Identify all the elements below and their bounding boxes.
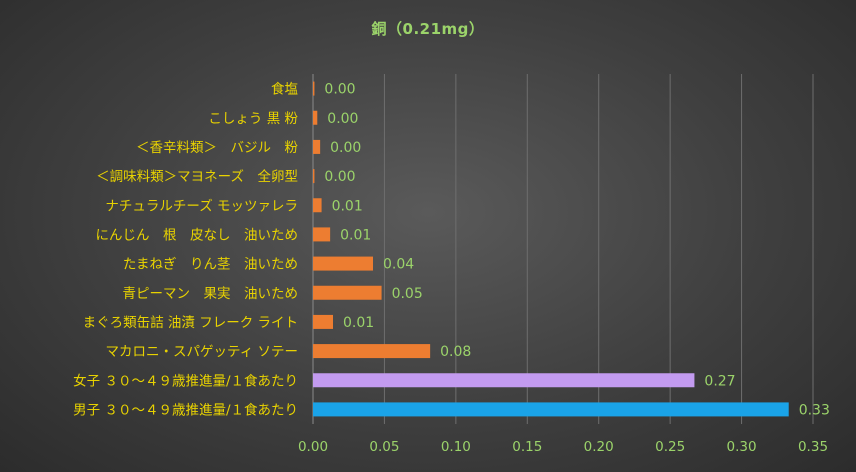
category-label: マカロニ・スパゲッティ ソテー	[106, 344, 298, 360]
category-label: 青ピーマン 果実 油いため	[123, 286, 299, 302]
x-tick-label: 0.00	[298, 439, 328, 455]
value-label: 0.00	[330, 140, 361, 156]
bar	[313, 227, 331, 242]
value-label: 0.05	[392, 286, 423, 302]
x-tick-label: 0.10	[441, 439, 471, 455]
chart-title: 銅（0.21mg）	[371, 20, 485, 38]
x-tick-label: 0.15	[512, 439, 542, 455]
bar	[313, 314, 333, 329]
category-label: 女子 ３０～４９歳推進量/１食あたり	[73, 372, 298, 389]
value-label: 0.33	[799, 402, 830, 418]
value-label: 0.01	[343, 315, 374, 331]
bar	[313, 256, 373, 271]
bar	[313, 110, 318, 125]
x-tick-label: 0.20	[584, 439, 614, 455]
x-tick-label: 0.25	[655, 439, 685, 455]
bar	[313, 169, 315, 184]
category-label: ＜調味料類＞マヨネーズ 全卵型	[96, 168, 298, 185]
x-tick-label: 0.05	[369, 439, 399, 455]
bar	[313, 285, 382, 300]
category-label: 食塩	[271, 81, 298, 98]
bar	[313, 402, 789, 417]
category-label: まぐろ類缶詰 油漬 フレーク ライト	[83, 315, 298, 331]
bar	[313, 81, 315, 96]
value-label: 0.27	[704, 373, 735, 389]
value-label: 0.04	[383, 257, 414, 273]
value-label: 0.00	[324, 82, 355, 98]
value-label: 0.01	[340, 227, 371, 243]
category-label: たまねぎ りん茎 油いため	[123, 257, 298, 273]
value-label: 0.00	[327, 111, 358, 127]
x-tick-label: 0.35	[798, 439, 828, 455]
bar	[313, 373, 695, 388]
value-label: 0.08	[440, 344, 471, 360]
x-tick-label: 0.30	[727, 439, 757, 455]
category-label: にんじん 根 皮なし 油いため	[96, 227, 299, 243]
category-label: ＜香辛料類＞ バジル 粉	[136, 140, 298, 156]
value-label: 0.00	[324, 169, 355, 185]
bar	[313, 344, 431, 359]
bar	[313, 198, 322, 213]
category-label: こしょう 黒 粉	[208, 111, 298, 127]
bar	[313, 139, 321, 154]
value-label: 0.01	[332, 198, 363, 214]
category-label: 男子 ３０～４９歳推進量/１食あたり	[73, 401, 298, 418]
category-label: ナチュラルチーズ モッツァレラ	[105, 198, 298, 214]
